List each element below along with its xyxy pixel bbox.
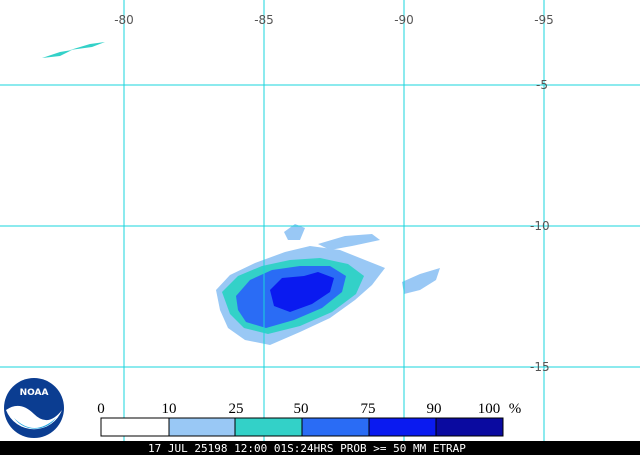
legend: 0 10 25 50 75 90 100 % — [97, 401, 522, 437]
legend-swatch — [100, 417, 170, 437]
longitude-label: -85 — [254, 13, 274, 27]
latitude-label: -10 — [530, 219, 550, 233]
logo-text: NOAA — [20, 388, 49, 398]
longitude-label: -90 — [394, 13, 414, 27]
latitude-label: -5 — [536, 78, 548, 92]
caption-bar — [0, 441, 640, 455]
legend-swatch — [301, 417, 370, 437]
legend-label: 10 — [162, 401, 177, 417]
latitude-label: -15 — [530, 360, 550, 374]
legend-label: 75 — [361, 401, 376, 417]
legend-label: 100 — [478, 401, 501, 417]
legend-label: 25 — [229, 401, 244, 417]
longitude-label: -80 — [114, 13, 134, 27]
rain-area — [270, 272, 334, 312]
legend-swatch — [168, 417, 236, 437]
noaa-logo: NOAA — [4, 378, 64, 438]
legend-label: 50 — [294, 401, 309, 417]
rain-area — [318, 234, 380, 250]
legend-swatch — [435, 417, 504, 437]
legend-label: 0 — [97, 401, 105, 417]
caption: 17 JUL 25198 12:00 01S:24HRS PROB >= 50 … — [148, 442, 466, 455]
rain-area — [284, 224, 305, 240]
logo-water — [14, 418, 56, 429]
graticule — [0, 0, 640, 441]
rain-area — [402, 268, 440, 294]
legend-unit: % — [509, 401, 522, 417]
legend-swatch — [368, 417, 437, 437]
legend-swatch — [234, 417, 303, 437]
rain-area — [42, 42, 105, 58]
legend-label: 90 — [427, 401, 442, 417]
longitude-label: -95 — [534, 13, 554, 27]
